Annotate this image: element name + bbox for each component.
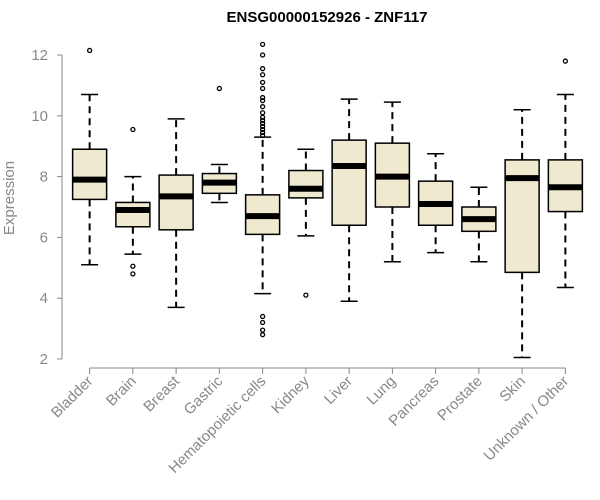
iqr-box (288, 169, 324, 199)
box-kidney (288, 148, 324, 298)
outlier-point (259, 313, 266, 320)
box-unknown-other (547, 58, 584, 289)
outlier-point (259, 97, 266, 104)
outlier-point (259, 126, 266, 133)
outlier-point (259, 79, 266, 86)
x-tick-label: Skin (496, 373, 529, 406)
outlier-point (259, 66, 266, 72)
box-brain (115, 126, 151, 277)
y-tick-label: 6 (40, 229, 48, 246)
box-series (71, 41, 584, 359)
outlier-point (259, 110, 266, 116)
outlier-point (216, 85, 223, 92)
outlier-point (562, 58, 569, 64)
iqr-box (158, 174, 194, 231)
box-pancreas (417, 153, 454, 254)
x-tick-label: Liver (321, 373, 356, 408)
y-axis: 2 4 6 8 10 12 (31, 47, 63, 368)
outlier-point (259, 41, 266, 48)
y-axis-label: Expression (1, 161, 18, 235)
box-liver (331, 98, 367, 302)
x-tick-label: Breast (140, 372, 183, 415)
outlier-point (259, 123, 266, 130)
outlier-point (259, 72, 266, 78)
outlier-point (259, 117, 266, 124)
outlier-point (259, 332, 266, 338)
y-tick-label: 12 (31, 47, 48, 64)
x-tick-label: Lung (364, 373, 400, 409)
iqr-box (115, 201, 151, 228)
outlier-point (130, 263, 136, 269)
outlier-point (259, 94, 266, 101)
box-prostate (461, 186, 497, 263)
outlier-point (259, 132, 266, 139)
x-tick-label: Bladder (48, 373, 97, 422)
outlier-point (259, 104, 266, 110)
box-hematopoietic-cells (244, 41, 281, 338)
outlier-point (259, 327, 266, 333)
outlier-point (259, 85, 266, 92)
outlier-point (259, 120, 266, 127)
y-tick-label: 8 (40, 169, 48, 186)
outlier-point (259, 114, 266, 120)
outlier-point (86, 47, 93, 54)
outlier-point (259, 129, 266, 136)
outlier-point (303, 292, 309, 298)
outlier-point (259, 52, 266, 58)
chart-title: ENSG00000152926 - ZNF117 (227, 9, 428, 26)
iqr-box (71, 148, 108, 201)
x-tick-label: Prostate (434, 373, 486, 425)
y-tick-label: 2 (40, 351, 48, 368)
outlier-point (130, 271, 136, 277)
outlier-point (130, 126, 136, 133)
box-breast (158, 118, 194, 309)
y-tick-label: 4 (40, 290, 48, 307)
box-gastric (201, 85, 238, 204)
box-skin (504, 108, 540, 359)
box-bladder (71, 47, 108, 266)
y-tick-label: 10 (31, 108, 48, 125)
box-lung (374, 101, 411, 263)
iqr-box (331, 139, 367, 226)
x-tick-label: Brain (103, 373, 140, 410)
x-tick-label: Kidney (268, 372, 313, 417)
outlier-point (259, 319, 266, 326)
